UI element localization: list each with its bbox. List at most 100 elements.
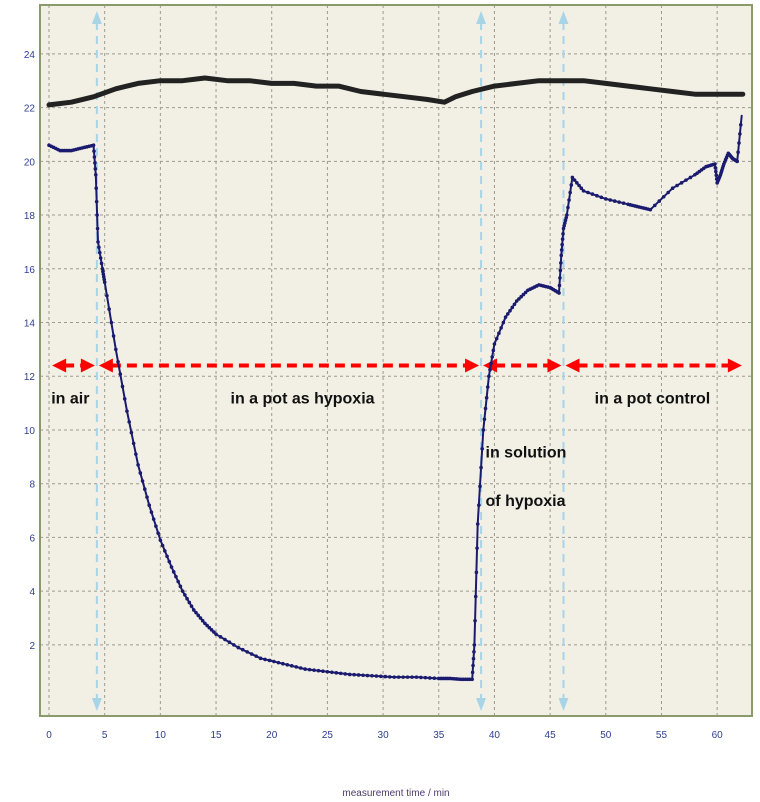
x-axis-label: measurement time / min [342,788,449,799]
oxygen-data-point [568,191,572,195]
oxygen-data-point [161,544,165,548]
x-tick-label: 0 [46,730,52,741]
oxygen-data-point [613,199,617,203]
oxygen-data-point [272,660,276,664]
oxygen-data-point [485,396,489,400]
oxygen-data-point [649,208,653,212]
oxygen-data-point [237,646,241,650]
oxygen-data-point [504,315,508,319]
oxygen-data-point [179,585,183,589]
oxygen-data-point [488,368,492,372]
oxygen-data-point [684,178,688,182]
oxygen-data-point [480,447,484,451]
oxygen-data-point [181,589,185,593]
oxygen-data-point [219,635,223,639]
oxygen-data-point [736,150,740,154]
oxygen-data-point [294,665,298,669]
oxygen-data-point [483,417,487,421]
oxygen-data-point [281,662,285,666]
y-tick-label: 8 [29,480,35,491]
oxygen-data-point [93,161,97,165]
oxygen-data-point [263,658,267,662]
oxygen-data-point [401,675,405,679]
oxygen-data-point [176,580,180,584]
oxygen-data-point [487,374,491,378]
oxygen-data-point [561,237,565,241]
oxygen-data-point [125,409,129,413]
y-tick-label: 4 [29,587,35,598]
oxygen-data-point [95,213,99,217]
oxygen-data-point [506,312,510,316]
oxygen-data-point [490,355,494,359]
oxygen-data-point [123,397,127,401]
oxygen-data-point [569,183,573,187]
x-tick-label: 60 [712,730,724,741]
oxygen-data-point [657,199,661,203]
oxygen-data-point [107,307,111,311]
oxygen-data-point [98,251,102,255]
oxygen-data-point [185,597,189,601]
oxygen-data-point [277,661,281,665]
oxygen-data-point [232,643,236,647]
oxygen-data-point [190,604,194,608]
oxygen-data-point [335,671,339,675]
oxygen-data-point [94,167,98,171]
oxygen-data-point [303,667,307,671]
y-tick-label: 14 [24,319,36,330]
oxygen-data-point [482,428,486,432]
annotation-label: in solution [486,444,567,461]
oxygen-data-point [475,571,479,575]
oxygen-data-point [689,176,693,180]
oxygen-data-point [172,570,176,574]
oxygen-data-point [739,123,743,127]
oxygen-data-point [250,652,254,656]
oxygen-data-point [145,495,149,499]
oxygen-data-point [141,479,145,483]
oxygen-data-point [174,575,178,579]
annotation-label: in a pot control [595,391,711,408]
oxygen-data-point [317,669,321,673]
oxygen-data-point [566,206,570,210]
oxygen-data-point [165,554,169,558]
oxygen-data-point [116,360,120,364]
oxygen-data-point [312,668,316,672]
x-tick-label: 35 [433,730,445,741]
oxygen-data-point [476,522,480,526]
x-tick-label: 25 [322,730,334,741]
oxygen-data-point [502,321,506,325]
oxygen-data-point [472,657,476,661]
oxygen-data-point [622,201,626,205]
oxygen-data-point [559,261,563,265]
oxygen-data-point [366,674,370,678]
oxygen-data-point [558,276,562,280]
oxygen-data-point [110,321,114,325]
oxygen-data-point [508,309,512,313]
oxygen-data-point [713,162,717,166]
oxygen-data-point [170,565,174,569]
oxygen-data-point [132,442,136,446]
oxygen-data-point [737,141,741,145]
oxygen-data-point [477,503,481,507]
oxygen-data-point [495,337,499,341]
oxygen-data-point [558,284,562,288]
oxygen-data-point [479,466,483,470]
oxygen-data-point [499,326,503,330]
oxygen-data-point [486,385,490,389]
oxygen-data-point [560,243,564,247]
oxygen-data-point [159,538,163,542]
oxygen-data-point [475,546,479,550]
oxygen-data-point [410,675,414,679]
oxygen-data-point [735,160,739,164]
oxygen-data-point [93,155,97,159]
y-tick-label: 2 [29,641,35,652]
oxygen-data-point [154,524,158,528]
oxygen-data-point [188,601,192,605]
oxygen-data-point [392,675,396,679]
x-tick-label: 40 [489,730,501,741]
oxygen-data-point [112,334,116,338]
oxygen-data-point [591,192,595,196]
y-tick-label: 16 [24,265,36,276]
oxygen-data-point [268,659,272,663]
x-tick-label: 5 [102,730,108,741]
oxygen-data-point [103,280,107,284]
